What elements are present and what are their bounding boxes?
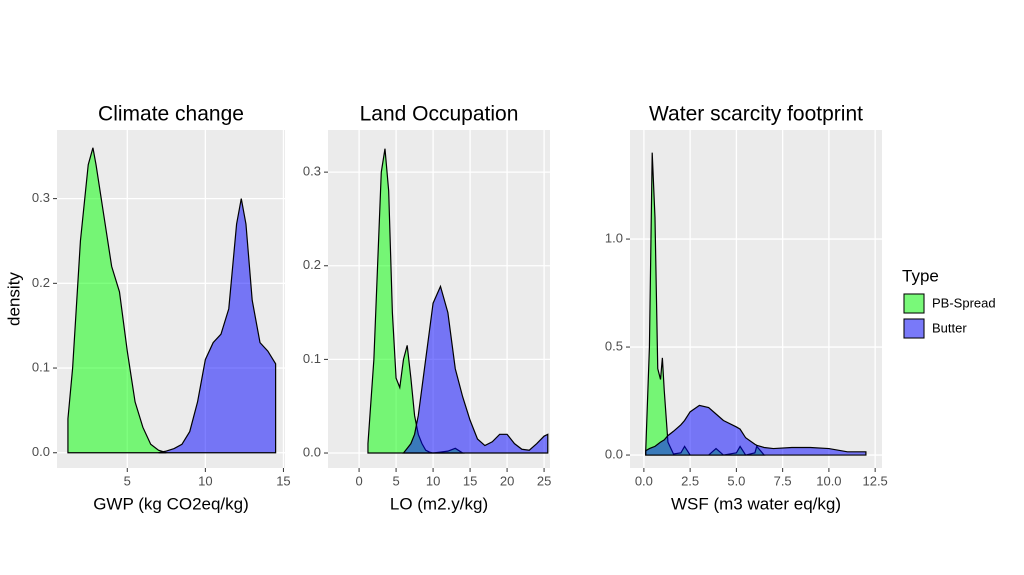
x-tick-label: 0 [355, 473, 362, 488]
x-axis-label: WSF (m3 water eq/kg) [671, 494, 841, 513]
chart-title: Climate change [98, 103, 244, 126]
y-tick-label: 0.1 [303, 351, 321, 366]
x-tick-label: 5.0 [727, 473, 745, 488]
x-axis-label: LO (m2.y/kg) [390, 494, 488, 513]
density-area [402, 284, 549, 454]
legend-swatch [903, 293, 925, 314]
density-area [67, 147, 167, 454]
x-tick-label: 20 [500, 473, 514, 488]
x-tick-label: 10.0 [816, 473, 841, 488]
y-tick-label: 0.1 [32, 359, 50, 374]
y-tick-label: 0.0 [605, 446, 623, 461]
y-tick-label: 1.0 [605, 231, 623, 246]
x-tick-label: 15 [463, 473, 477, 488]
x-tick-label: 15 [276, 473, 290, 488]
legend-swatch [903, 318, 925, 339]
panel [630, 130, 882, 468]
legend-title: Type [902, 266, 939, 285]
density-area [158, 198, 277, 454]
x-tick-label: 2.5 [681, 473, 699, 488]
x-tick-label: 10 [426, 473, 440, 488]
x-tick-label: 12.5 [862, 473, 887, 488]
y-tick-label: 0.3 [32, 190, 50, 205]
y-tick-label: 0.3 [303, 164, 321, 179]
y-tick-label: 0.0 [303, 444, 321, 459]
x-tick-label: 5 [124, 473, 131, 488]
legend-label: Butter [932, 320, 967, 335]
x-tick-label: 0.0 [635, 473, 653, 488]
x-tick-label: 5 [392, 473, 399, 488]
chart-title: Land Occupation [360, 103, 519, 126]
x-tick-label: 7.5 [774, 473, 792, 488]
y-axis-label: density [4, 272, 23, 326]
legend-label: PB-Spread [932, 295, 996, 310]
y-tick-label: 0.2 [32, 275, 50, 290]
x-tick-label: 25 [537, 473, 551, 488]
x-axis-label: GWP (kg CO2eq/kg) [93, 494, 249, 513]
x-tick-label: 10 [198, 473, 212, 488]
y-tick-label: 0.2 [303, 257, 321, 272]
y-tick-label: 0.0 [32, 444, 50, 459]
y-tick-label: 0.5 [605, 338, 623, 353]
density-area [645, 404, 867, 456]
chart-title: Water scarcity footprint [649, 103, 863, 126]
